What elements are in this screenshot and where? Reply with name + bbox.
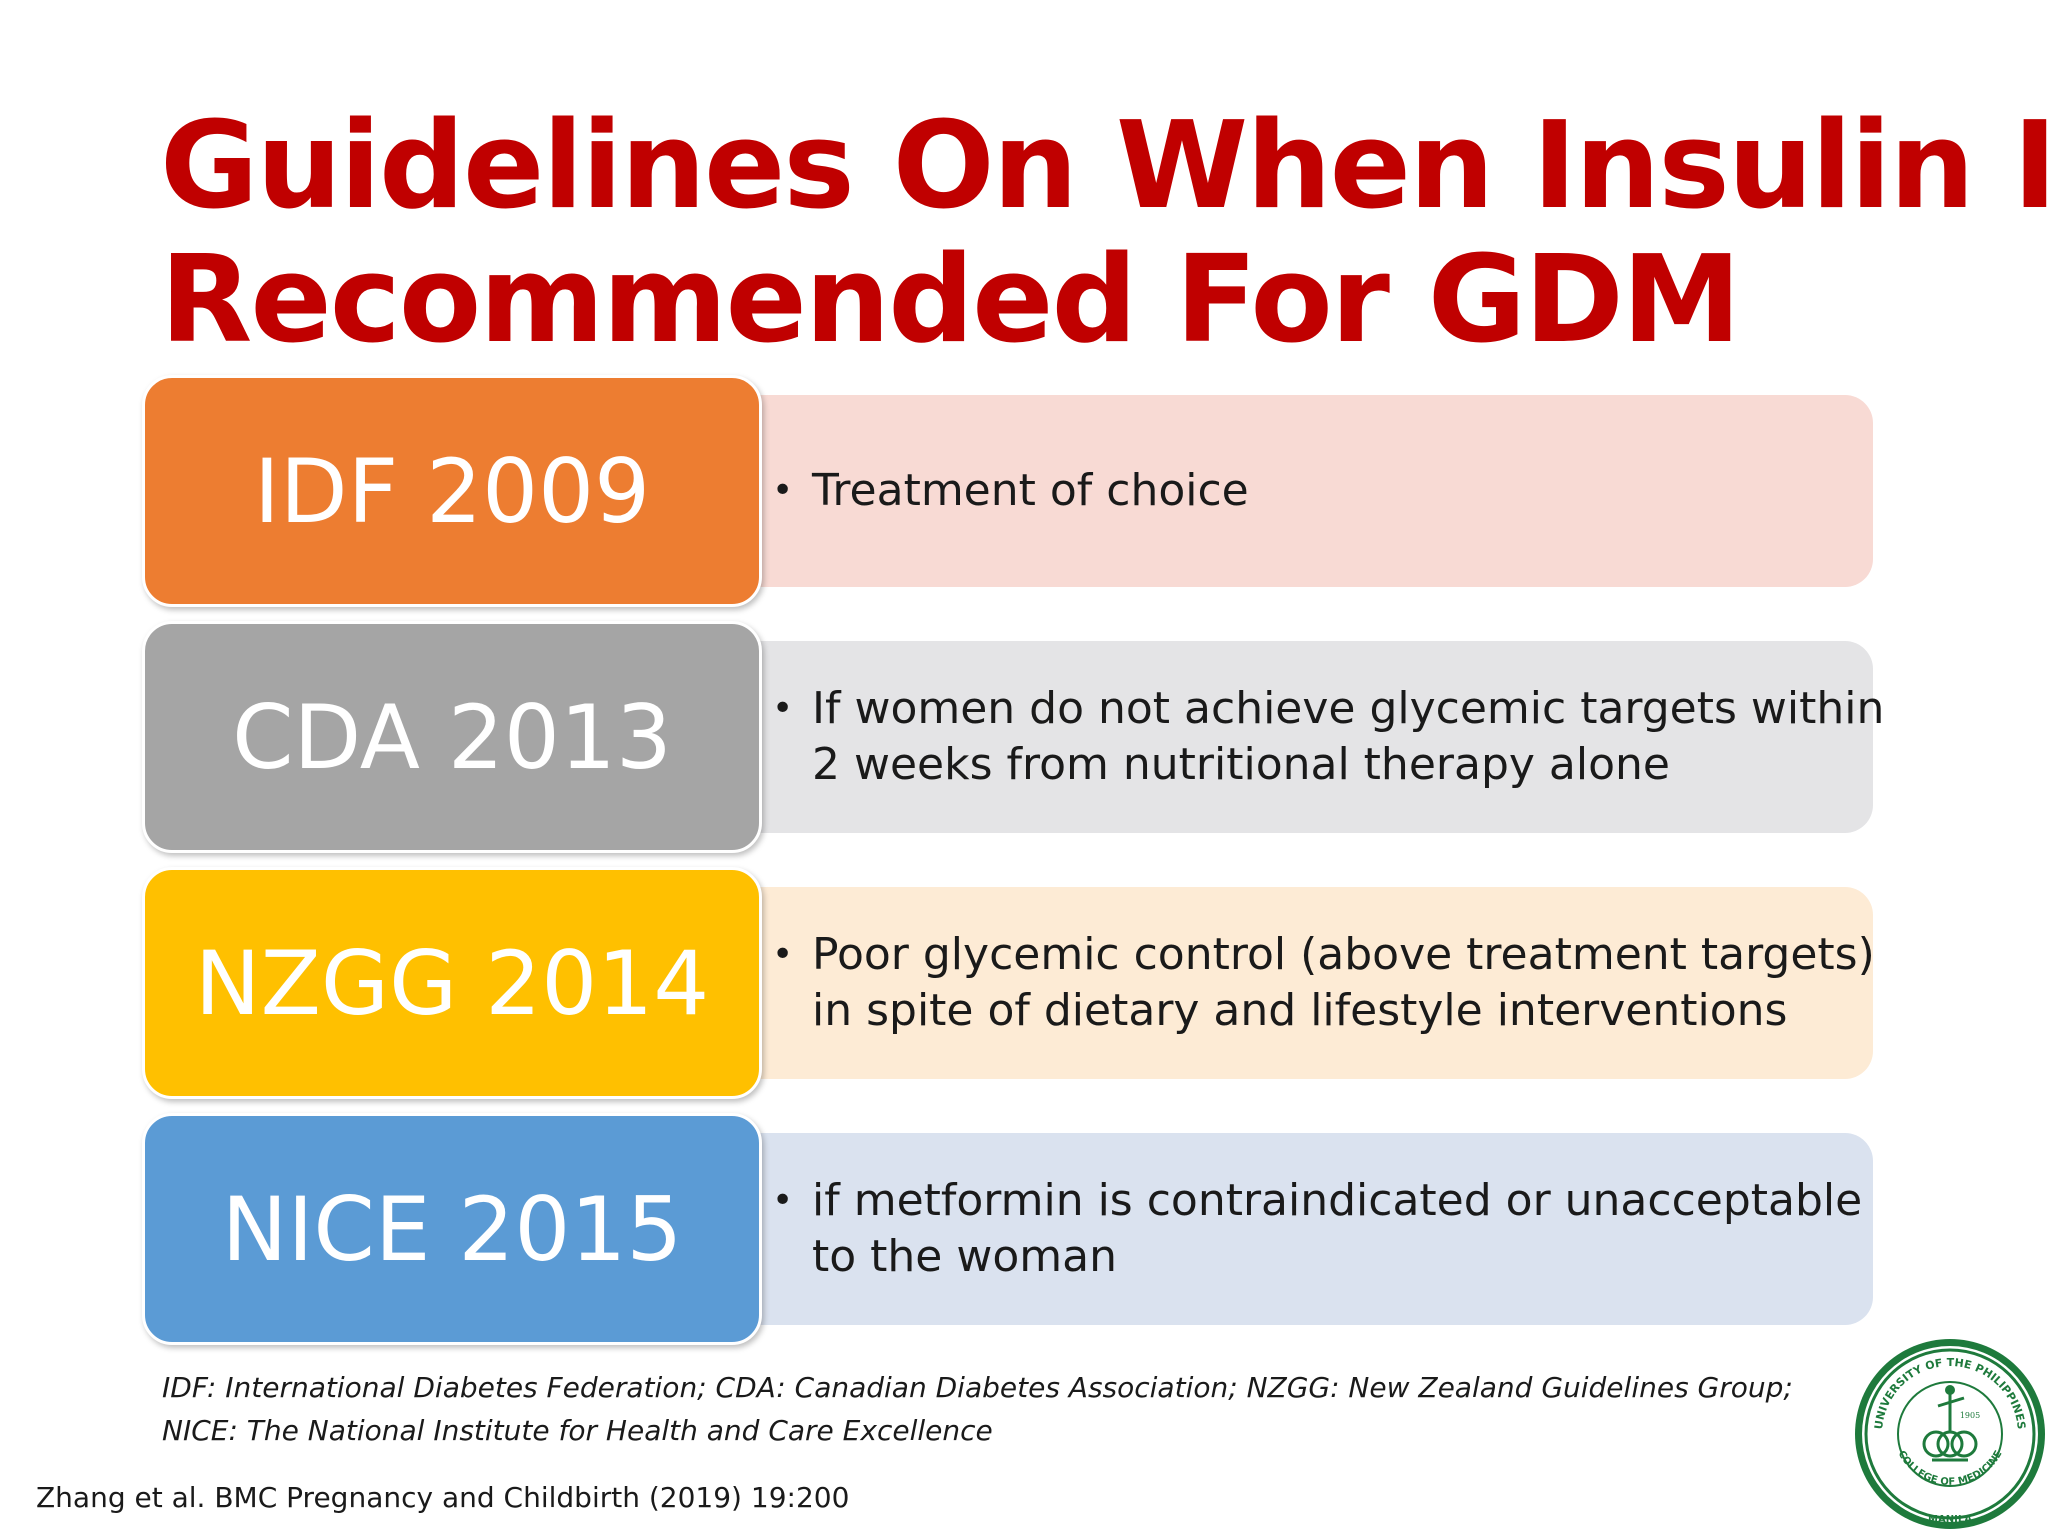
guideline-label: NZGG 2014	[194, 931, 710, 1035]
guideline-label-box: NICE 2015	[142, 1113, 762, 1345]
slide-title: Guidelines On When Insulin Is Recommende…	[160, 97, 2048, 370]
seal-center-border	[1897, 1381, 2003, 1487]
guideline-detail-box: • Poor glycemic control (above treatment…	[732, 887, 1875, 1079]
guideline-detail-box: • if metformin is contraindicated or una…	[732, 1133, 1873, 1325]
guideline-label-box: IDF 2009	[142, 375, 762, 607]
bullet-icon: •	[772, 934, 794, 975]
seal-emblem	[1922, 1394, 1978, 1462]
guideline-detail-box: • Treatment of choice	[732, 395, 1873, 587]
bullet-icon: •	[772, 470, 794, 511]
seal-bottom-text: MANILA	[1928, 1514, 1972, 1525]
guideline-label: IDF 2009	[253, 439, 651, 543]
seal-year: 1905	[1960, 1411, 1980, 1420]
abbreviations-line-1: IDF: International Diabetes Federation; …	[162, 1371, 1793, 1404]
guideline-text-line: 2 weeks from nutritional therapy alone	[812, 739, 1670, 790]
bullet-icon: •	[772, 688, 794, 729]
guideline-bullet: • If women do not achieve glycemic targe…	[772, 681, 1884, 793]
guideline-bullet: • Poor glycemic control (above treatment…	[772, 927, 1875, 1039]
guideline-label: CDA 2013	[232, 685, 672, 789]
abbreviations-line-2: NICE: The National Institute for Health …	[162, 1414, 993, 1447]
guideline-label-box: NZGG 2014	[142, 867, 762, 1099]
college-of-medicine-seal-icon: UNIVERSITY OF THE PHILIPPINES COLLEGE OF…	[1855, 1339, 2045, 1529]
seal-figure-head	[1945, 1385, 1955, 1395]
guideline-row-cda: • If women do not achieve glycemic targe…	[142, 621, 1884, 853]
guideline-bullet: • Treatment of choice	[772, 463, 1249, 519]
guideline-detail-box: • If women do not achieve glycemic targe…	[732, 641, 1884, 833]
guideline-text-line: If women do not achieve glycemic targets…	[812, 683, 1885, 734]
guideline-row-nice: • if metformin is contraindicated or una…	[142, 1113, 1873, 1345]
guideline-text-line: Treatment of choice	[812, 465, 1249, 516]
slide-title-line-2: Recommended For GDM	[160, 231, 1741, 370]
guideline-text-line: to the woman	[812, 1231, 1117, 1282]
guideline-label-box: CDA 2013	[142, 621, 762, 853]
guideline-bullet: • if metformin is contraindicated or una…	[772, 1173, 1862, 1285]
bullet-icon: •	[772, 1180, 794, 1221]
source-citation: Zhang et al. BMC Pregnancy and Childbirt…	[36, 1481, 850, 1514]
guideline-text-line: Poor glycemic control (above treatment t…	[812, 929, 1875, 980]
guideline-row-nzgg: • Poor glycemic control (above treatment…	[142, 867, 1875, 1099]
seal-inner-border	[1864, 1348, 2036, 1520]
seal-white-ring	[1862, 1346, 2038, 1522]
slide-title-line-1: Guidelines On When Insulin Is	[160, 97, 2048, 236]
guideline-text-line: in spite of dietary and lifestyle interv…	[812, 985, 1788, 1036]
guideline-row-idf: • Treatment of choice IDF 2009	[142, 375, 1873, 607]
guideline-label: NICE 2015	[221, 1177, 683, 1281]
abbreviations-footnote: IDF: International Diabetes Federation; …	[162, 1366, 1793, 1452]
guideline-text-line: if metformin is contraindicated or unacc…	[812, 1175, 1863, 1226]
